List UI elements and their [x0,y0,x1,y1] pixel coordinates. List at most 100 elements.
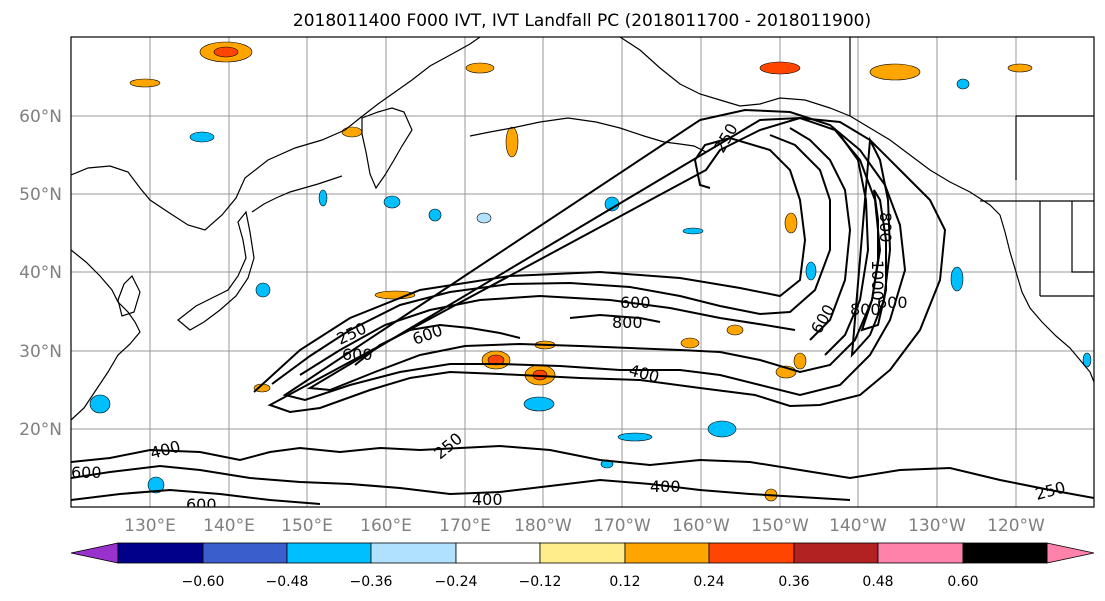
pc-blob [784,212,798,234]
contour-label: 800 [876,212,895,243]
pc-blob [1007,63,1033,73]
lat-label: 50°N [19,185,62,205]
colorbar-segment [286,542,372,564]
lon-labels: 130°E 140°E 150°E 160°E 170°E 180°W 170°… [124,516,1045,536]
ivt-contour-250 [253,116,947,414]
colorbar-segment [202,542,288,564]
asia-coastline-south [71,249,141,421]
colorbar-segment [624,542,710,564]
alaska-coastline [619,37,1001,216]
colorbar-tick-label: 0.48 [862,574,893,590]
colorbar-segment [455,542,541,564]
ivt-contour-250-south [71,444,1094,499]
contour-label: 800 [850,300,881,319]
colorbar-tick-label: −0.12 [519,574,562,590]
lon-label: 160°E [360,516,412,536]
asia-coastline [71,37,481,231]
colorbar-tick-label: 0.24 [693,574,724,590]
lon-label: 140°W [829,516,887,536]
colorbar-extend-high [1046,542,1095,564]
contour-label: 400 [650,477,681,496]
contour-label: 800 [612,313,643,332]
pc-blob [465,62,495,74]
pc-blob [956,78,970,90]
map-title: 2018011400 F000 IVT, IVT Landfall PC (20… [293,11,871,31]
pc-blob [726,324,744,336]
pc-blob [617,432,653,442]
colorbar-ticks: −0.60 −0.48 −0.36 −0.24 −0.12 0.12 0.24 … [182,574,979,590]
lon-label: 130°E [124,516,176,536]
pc-blob [318,189,328,207]
colorbar-segment [117,542,204,564]
contour-label: 600 [620,293,651,312]
colorbar-tick-label: −0.60 [182,574,225,590]
pc-blob [523,396,555,412]
colorbar [70,542,1095,564]
colorbar-segment [708,542,795,564]
lon-label: 180°W [514,516,572,536]
pc-blob [759,61,801,75]
lon-label: 170°W [593,516,651,536]
kamchatka-coastline [361,107,413,190]
map-frame [70,36,1095,508]
pc-blob [805,261,817,281]
pc-blob [476,212,492,224]
pc-blob [707,420,737,438]
colorbar-segment [877,542,964,564]
pc-blob [383,195,401,209]
us-state-borders [1015,115,1094,297]
pc-blob [189,131,215,143]
colorbar-segment [793,542,879,564]
ivt-contour-1000 [860,189,887,332]
coastlines [71,37,1094,421]
lon-label: 170°E [439,516,491,536]
map-area: 250 600 800 600 250 600 600 800 400 800 … [70,36,1095,514]
colorbar-segment [962,542,1048,564]
pc-blob [341,126,363,138]
ivt-contour-400-south [71,464,851,501]
contour-label: 600 [186,495,217,514]
lon-label: 130°W [908,516,966,536]
korea-coastline [117,274,141,317]
lon-label: 160°W [672,516,730,536]
ivt-contour-800-west [354,313,661,366]
pc-blob [213,46,239,58]
north-america-west-coast [999,214,1094,383]
contour-labels: 250 600 800 600 250 600 600 800 400 800 … [71,120,1068,514]
colorbar-tick-label: 0.60 [947,574,978,590]
lon-label: 150°W [751,516,809,536]
ivt-contour-600-south [71,488,321,505]
contour-label: 1000 [868,260,887,301]
colorbar-tick-label: −0.48 [266,574,309,590]
pc-blob [950,266,964,292]
colorbar-tick-label: 0.36 [778,574,809,590]
pc-blob [680,337,700,349]
japan-coastline [177,210,255,331]
kuril-islands [251,175,343,213]
contour-label: 600 [877,293,908,312]
pc-blob [505,126,519,158]
pc-blob [255,282,271,298]
lat-label: 40°N [19,263,62,283]
canada-border [849,37,1094,202]
pc-blob [129,78,161,88]
colorbar-tick-label: −0.36 [350,574,393,590]
colorbar-segment [370,542,457,564]
pc-blob [869,63,921,81]
pc-blob [147,476,165,494]
lon-label: 150°E [281,516,333,536]
pc-blob [1082,352,1092,368]
aleutian-islands [469,117,707,153]
pc-blob [89,394,111,414]
colorbar-extend-low [70,542,119,564]
lat-labels: 60°N 50°N 40°N 30°N 20°N [19,107,62,440]
contour-label: 400 [472,490,503,509]
pc-blob [793,352,807,370]
lon-label: 140°E [203,516,255,536]
pc-blob [682,227,704,235]
colorbar-tick-label: 0.12 [609,574,640,590]
pc-blob [428,208,442,222]
ivt-contours [71,108,1094,505]
lat-label: 30°N [19,342,62,362]
